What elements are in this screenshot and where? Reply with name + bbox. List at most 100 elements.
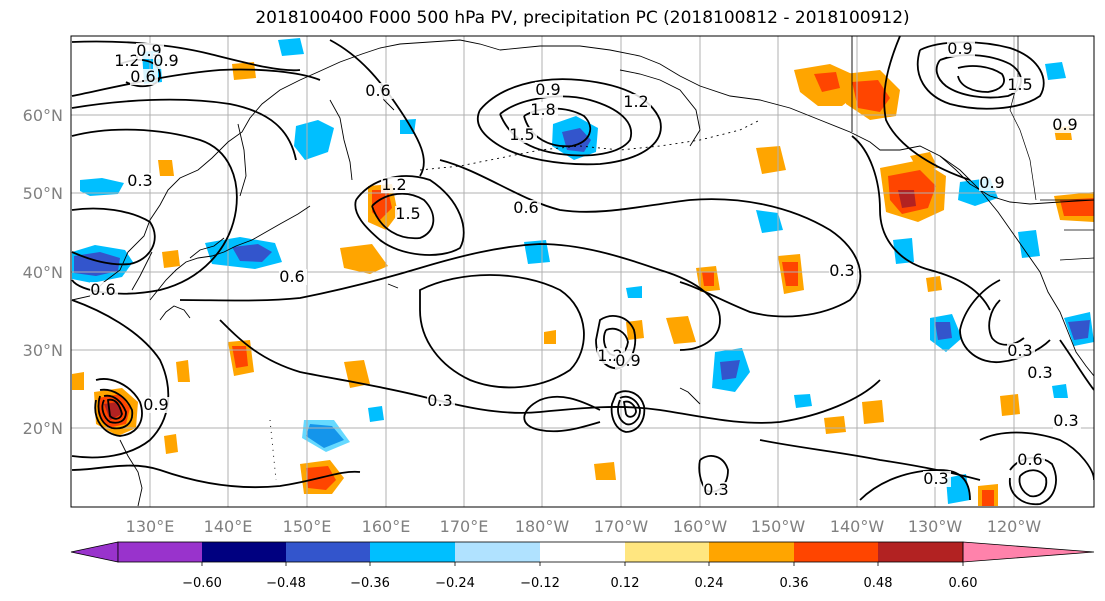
contour-label-bg (1007, 343, 1035, 359)
colorbar-tick-labels: −0.60 −0.48 −0.36 −0.24 −0.12 0.12 0.24 0.36 0.4… (182, 562, 977, 591)
contour-label: 0.6 (1017, 450, 1042, 469)
colorbar-frame (117, 541, 964, 563)
colorbar-tick-label: −0.48 (266, 576, 306, 591)
colorbar-bin (540, 542, 625, 562)
precip-positive-patches (72, 62, 1094, 506)
longitude-label: 130°W (908, 517, 963, 536)
longitude-label: 150°W (751, 517, 806, 536)
longitude-label: 130°E (126, 517, 175, 536)
contour-label: 0.9 (615, 351, 640, 370)
colorbar-tick-label: 0.24 (695, 576, 724, 591)
precipitation-fills (72, 38, 1094, 506)
map-title: 2018100400 F000 500 hPa PV, precipitatio… (255, 8, 910, 28)
latitude-labels: 60°N 50°N 40°N 30°N 20°N (23, 106, 63, 438)
contour-label: 1.2 (381, 175, 406, 194)
contour-label-bg (979, 175, 1007, 191)
contour-label: 0.3 (703, 480, 728, 499)
contour-label-bg (1007, 77, 1035, 93)
precip-negative-patches (72, 38, 1094, 504)
contour-label: 0.9 (979, 173, 1004, 192)
contour-label-bg (703, 482, 731, 498)
colorbar-bin (202, 542, 286, 562)
colorbar-bin (286, 542, 370, 562)
contour-label: 0.9 (143, 395, 168, 414)
longitude-labels: 130°E 140°E 150°E 160°E 170°E 180°W 170°W 160°W… (126, 517, 1042, 536)
map-frame (70, 35, 1095, 508)
contour-label-bg (829, 263, 857, 279)
contour-label: 0.9 (1052, 115, 1077, 134)
colorbar-bin (794, 542, 878, 562)
colorbar-bin (625, 542, 709, 562)
contour-label-bg (1017, 452, 1045, 468)
longitude-label: 180°W (515, 517, 570, 536)
contour-label: 0.6 (90, 280, 115, 299)
colorbar-tick-label: −0.12 (520, 576, 560, 591)
pv-contours (71, 36, 1094, 506)
contour-label-bg (947, 41, 975, 57)
colorbar-extend-max (962, 541, 1095, 563)
longitude-label: 160°E (362, 517, 411, 536)
colorbar-bin (878, 542, 963, 562)
longitude-label: 140°E (204, 517, 253, 536)
contour-label-bg (395, 206, 423, 222)
contour-labels: 1.20.90.90.60.3 1.21.5 0.60.61.80.91.51.20… (90, 39, 1081, 499)
colorbar-bin (370, 542, 455, 562)
coastlines (71, 36, 1094, 507)
map-graticule (71, 36, 1094, 507)
contour-label: 0.9 (947, 39, 972, 58)
contour-label-bg (513, 200, 541, 216)
contour-label-bg (623, 94, 651, 110)
contour-label-bg (427, 393, 455, 409)
longitude-label: 120°W (987, 517, 1042, 536)
longitude-label: 170°W (594, 517, 649, 536)
contour-label: 0.3 (1007, 341, 1032, 360)
longitude-label: 160°W (673, 517, 728, 536)
contour-label: 0.3 (923, 469, 948, 488)
longitude-label: 170°E (440, 517, 489, 536)
colorbar-bin (455, 542, 540, 562)
contour-label-bg (130, 69, 158, 85)
contour-label: 0.6 (365, 81, 390, 100)
colorbar-tick-label: 0.60 (949, 576, 978, 591)
longitude-label: 140°W (830, 517, 885, 536)
contour-label: 0.3 (1053, 411, 1078, 430)
colorbar-extend-min (70, 541, 119, 563)
colorbar-tick-label: −0.36 (350, 576, 390, 591)
contour-label-bg (279, 269, 307, 285)
contour-label-bg (535, 82, 563, 98)
latitude-label: 40°N (23, 263, 63, 282)
contour-label-bg (365, 83, 393, 99)
latitude-label: 30°N (23, 341, 63, 360)
contour-label: 1.5 (509, 125, 534, 144)
contour-label: 0.6 (130, 67, 155, 86)
colorbar-tick-label: 0.48 (864, 576, 893, 591)
colorbar-tick-label: 0.12 (611, 576, 640, 591)
contour-label-bg (127, 173, 155, 189)
latitude-label: 60°N (23, 106, 63, 125)
latitude-label: 50°N (23, 184, 63, 203)
contour-label: 1.2 (114, 51, 139, 70)
latitude-label: 20°N (23, 419, 63, 438)
contour-label-bg (90, 282, 118, 298)
contour-label-bg (615, 353, 643, 369)
longitude-label: 150°E (283, 517, 332, 536)
contour-label-bg (509, 127, 537, 143)
contour-label: 0.6 (513, 198, 538, 217)
contour-label-bg (1027, 365, 1055, 381)
contour-label: 1.8 (530, 100, 555, 119)
contour-label-bg (143, 397, 171, 413)
colorbar-bin (118, 542, 202, 562)
colorbar-tick-label: 0.36 (780, 576, 809, 591)
contour-label: 0.9 (535, 80, 560, 99)
contour-label-bg (1052, 117, 1080, 133)
colorbar-tick-label: −0.24 (435, 576, 475, 591)
contour-label: 0.9 (153, 51, 178, 70)
colorbar (70, 541, 1095, 563)
contour-label: 1.5 (1007, 75, 1032, 94)
contour-label-bg (530, 102, 558, 118)
contour-label: 0.6 (279, 267, 304, 286)
contour-label-bg (1053, 413, 1081, 429)
contour-label: 1.2 (623, 92, 648, 111)
colorbar-tick-label: −0.60 (182, 576, 222, 591)
contour-label: 0.3 (829, 261, 854, 280)
